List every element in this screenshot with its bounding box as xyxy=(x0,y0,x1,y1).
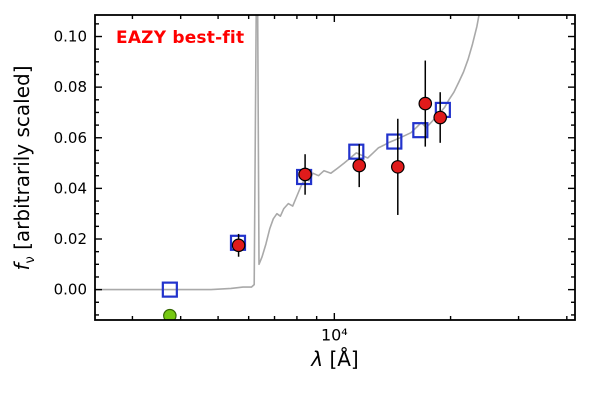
y-tick-label: 0.00 xyxy=(54,281,87,299)
observed-photometry-marker xyxy=(418,96,433,111)
plot-title-text: EAZY best-fit xyxy=(116,28,245,48)
x-axis-label-symbol: λ xyxy=(311,347,324,371)
observed-photometry-marker xyxy=(352,158,367,173)
observed-photometry-marker xyxy=(231,238,246,253)
plot-title: EAZY best-fit xyxy=(116,28,244,48)
model-photometry-marker xyxy=(348,143,365,160)
observed-photometry-marker xyxy=(390,160,405,174)
plot-frame xyxy=(94,14,576,321)
y-axis-label-subscript: ν xyxy=(23,256,38,264)
plot-data-layer xyxy=(95,15,480,320)
y-axis-label-symbol: f xyxy=(10,263,34,271)
model-photometry-marker xyxy=(386,133,403,150)
y-axis-label-rest: [arbitrarily scaled] xyxy=(10,65,34,257)
model-photometry-marker xyxy=(412,122,429,139)
x-axis-label: λ [Å] xyxy=(95,347,575,371)
y-tick-label: 0.10 xyxy=(54,28,87,46)
y-tick-label: 0.04 xyxy=(54,179,87,197)
axes-layer: 0.00 0.02 0.04 0.06 0.08 0.10 10⁴ xyxy=(54,15,575,345)
y-tick-label: 0.06 xyxy=(54,129,87,147)
y-tick-label: 0.02 xyxy=(54,230,87,248)
x-axis-label-rest: [Å] xyxy=(323,347,359,371)
observed-photometry-marker xyxy=(298,167,312,182)
y-tick-label: 0.08 xyxy=(54,78,87,96)
nondetection-point-marker xyxy=(163,308,177,320)
model-photometry-marker xyxy=(161,281,178,298)
x-tick-label: 10⁴ xyxy=(321,326,348,345)
y-axis-label: fν [arbitrarily scaled] xyxy=(10,65,38,270)
observed-photometry-marker xyxy=(433,110,447,125)
